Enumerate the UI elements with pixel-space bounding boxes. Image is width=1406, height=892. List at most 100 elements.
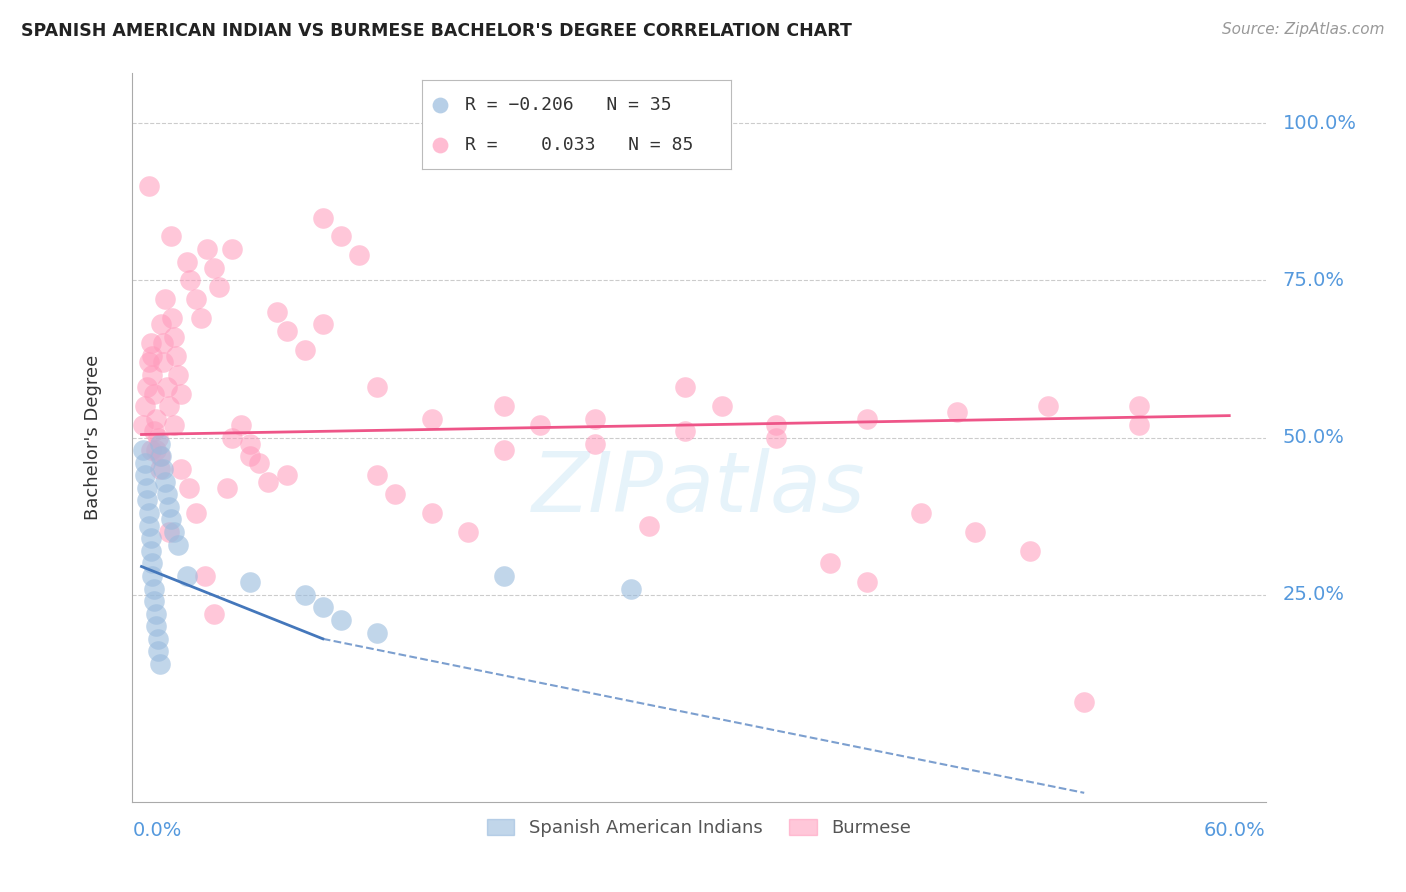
Point (153, 475, 176, 489)
Point (134, 468, 156, 483)
Point (139, 531, 162, 545)
Point (231, 418, 253, 433)
Point (176, 569, 198, 583)
Point (202, 260, 225, 275)
Point (673, 380, 696, 394)
Point (163, 418, 186, 433)
Point (179, 273, 201, 287)
Point (149, 462, 172, 476)
Point (134, 456, 156, 470)
Point (312, 600, 335, 615)
Point (139, 336, 162, 351)
Point (149, 437, 172, 451)
Point (638, 518, 661, 533)
Point (583, 411, 606, 425)
Text: 0.0%: 0.0% (132, 821, 181, 839)
Text: Bachelor's Degree: Bachelor's Degree (84, 355, 101, 520)
Point (177, 481, 200, 495)
Point (141, 569, 163, 583)
Point (194, 569, 217, 583)
Text: 60.0%: 60.0% (1204, 821, 1265, 839)
Point (134, 399, 156, 413)
Point (529, 418, 551, 433)
Text: SPANISH AMERICAN INDIAN VS BURMESE BACHELOR'S DEGREE CORRELATION CHART: SPANISH AMERICAN INDIAN VS BURMESE BACHE… (21, 22, 852, 40)
Point (312, 211, 335, 225)
Point (138, 518, 160, 533)
Point (855, 411, 877, 425)
Point (190, 311, 212, 326)
Point (366, 625, 388, 640)
Point (208, 279, 231, 293)
Point (141, 368, 163, 382)
Point (143, 582, 166, 596)
Legend: Spanish American Indians, Burmese: Spanish American Indians, Burmese (479, 812, 918, 845)
Point (136, 380, 159, 394)
Point (157, 524, 180, 539)
Text: 75.0%: 75.0% (1282, 271, 1344, 290)
Point (143, 594, 166, 608)
Point (153, 293, 176, 307)
Point (276, 324, 298, 338)
Point (150, 450, 173, 464)
Point (132, 418, 155, 433)
Point (620, 582, 643, 596)
Point (710, 399, 733, 413)
Point (266, 305, 288, 319)
Point (247, 456, 270, 470)
Point (145, 443, 167, 458)
Point (195, 242, 218, 256)
Point (143, 386, 166, 401)
Point (138, 355, 160, 369)
Point (429, 137, 451, 152)
Point (239, 450, 262, 464)
Point (156, 487, 179, 501)
Point (1073, 695, 1095, 709)
Point (420, 506, 443, 520)
Point (143, 425, 166, 439)
Text: R = −0.206   N = 35: R = −0.206 N = 35 (465, 96, 672, 114)
Point (184, 506, 207, 520)
Point (159, 512, 181, 526)
Point (150, 318, 173, 332)
Point (170, 386, 193, 401)
Point (146, 431, 169, 445)
Point (202, 607, 225, 621)
Point (221, 242, 243, 256)
Point (910, 506, 932, 520)
Point (1128, 399, 1150, 413)
Point (176, 254, 198, 268)
Text: ZIPatlas: ZIPatlas (531, 448, 866, 529)
Point (163, 524, 186, 539)
Point (1036, 399, 1059, 413)
Point (329, 229, 352, 244)
Point (157, 399, 180, 413)
Point (146, 632, 169, 646)
Point (138, 506, 160, 520)
Point (136, 493, 159, 508)
Point (965, 524, 987, 539)
Point (294, 343, 316, 357)
Text: 50.0%: 50.0% (1282, 428, 1344, 447)
Point (165, 349, 187, 363)
Point (312, 318, 335, 332)
Point (366, 380, 388, 394)
Point (366, 468, 388, 483)
Point (257, 475, 280, 489)
Point (145, 607, 167, 621)
Point (765, 431, 787, 445)
Point (166, 368, 188, 382)
Point (494, 399, 516, 413)
Point (170, 462, 193, 476)
Point (494, 443, 516, 458)
Point (139, 543, 162, 558)
Point (145, 619, 167, 633)
Point (583, 437, 606, 451)
Point (132, 443, 155, 458)
Point (276, 468, 298, 483)
Point (149, 450, 172, 464)
Point (673, 425, 696, 439)
Point (820, 557, 842, 571)
Point (152, 462, 174, 476)
Point (855, 575, 877, 590)
Point (136, 481, 159, 495)
